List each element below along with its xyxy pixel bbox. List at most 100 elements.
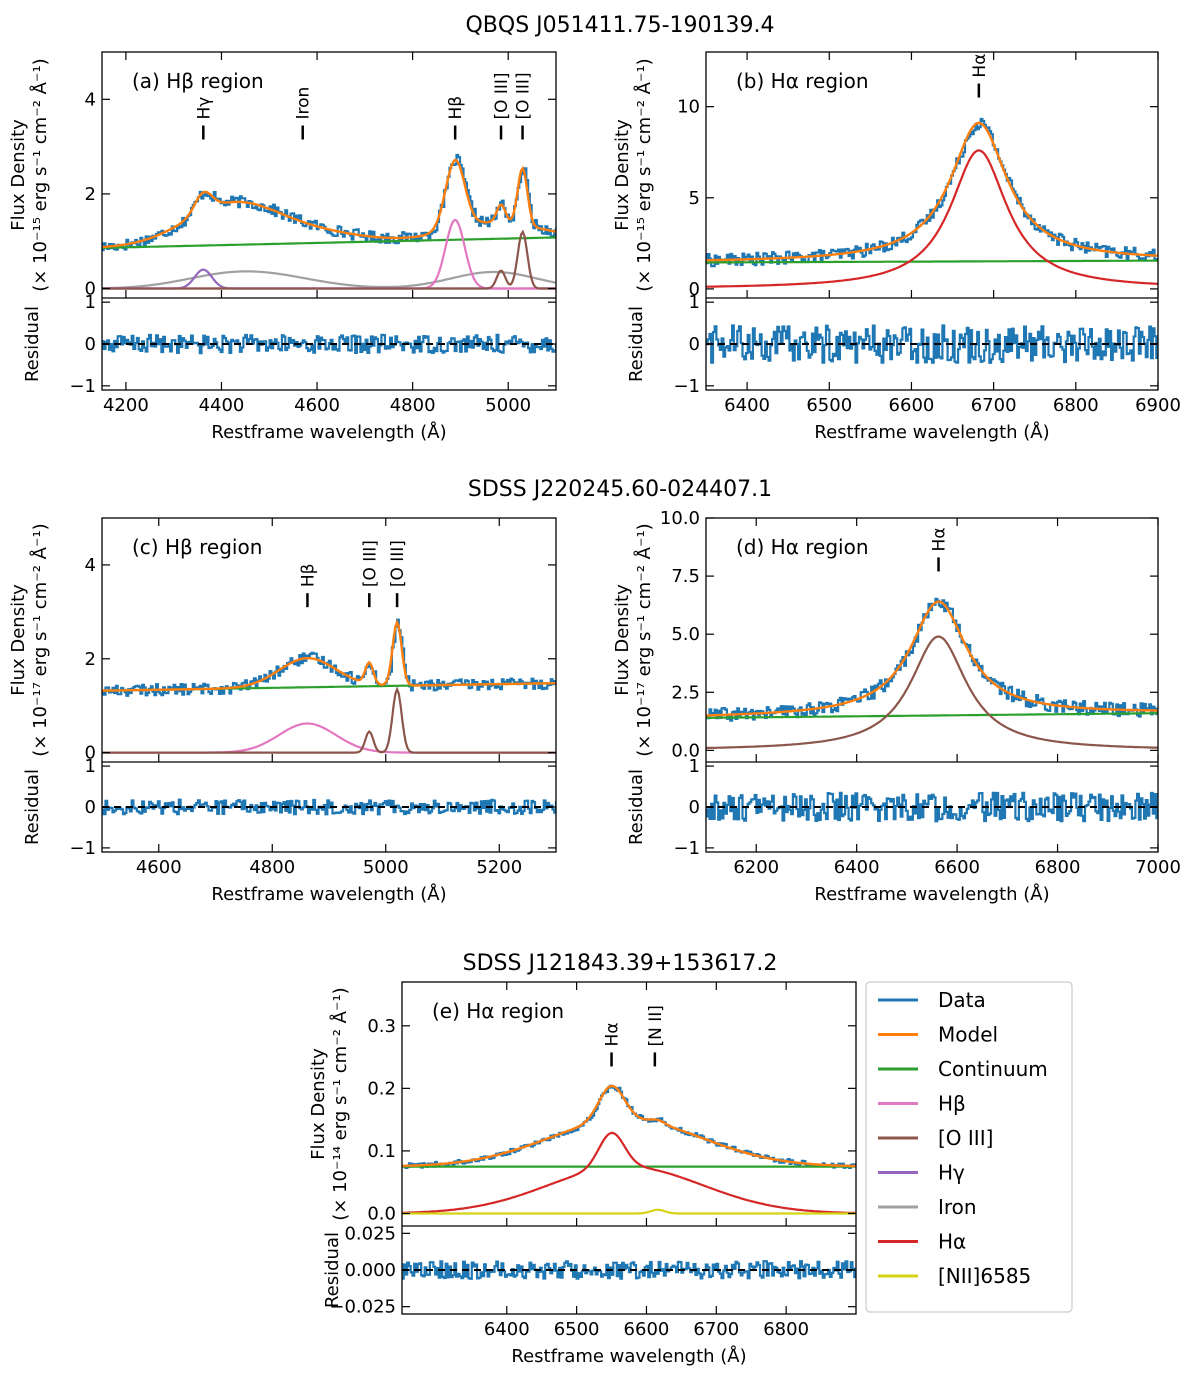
ytick-label: 10 — [677, 97, 700, 118]
y-axis-label-line1: Flux Density — [308, 1048, 329, 1160]
y-axis-label-line1: Flux Density — [612, 584, 633, 696]
ytick-label: 0 — [85, 743, 96, 764]
xtick-label: 6800 — [1053, 395, 1099, 416]
xtick-label: 6400 — [834, 857, 880, 878]
ytick-label: 5.0 — [671, 624, 700, 645]
ytick-label: 4 — [85, 89, 96, 110]
residual-axis-label: Residual — [322, 1232, 343, 1308]
series-model — [706, 121, 1158, 262]
legend-label: [NII]6585 — [938, 1264, 1031, 1288]
residual-ytick-label: −1 — [69, 376, 96, 397]
y-axis-label-line2: (× 10⁻¹⁵ erg s⁻¹ cm⁻² Å⁻¹) — [29, 58, 51, 291]
series-residual — [102, 333, 556, 355]
residual-ytick-label: −1 — [673, 376, 700, 397]
residual-axis-label: Residual — [626, 306, 647, 382]
ytick-label: 2 — [85, 649, 96, 670]
residual-ytick-label: 0.000 — [344, 1260, 396, 1281]
xtick-label: 6200 — [733, 857, 779, 878]
series-continuum — [706, 259, 1158, 264]
series-model — [402, 1084, 856, 1168]
xtick-label: 6700 — [971, 395, 1017, 416]
residual-plot-c — [102, 798, 556, 816]
xtick-label: 6800 — [763, 1319, 809, 1340]
panel-label: (e) Hα region — [432, 999, 564, 1023]
axes-frame — [401, 981, 857, 1315]
legend-label: Model — [938, 1023, 998, 1047]
series-data — [102, 618, 556, 697]
legend-label: Hβ — [938, 1092, 966, 1116]
ytick-label: 2.5 — [671, 682, 700, 703]
line-marker-label: Hα — [930, 527, 950, 551]
legend-box — [865, 981, 1073, 1313]
main-plot-a — [102, 153, 556, 290]
xtick-label: 6900 — [1135, 395, 1181, 416]
series-model — [102, 158, 556, 249]
legend-label: Continuum — [938, 1057, 1048, 1081]
ytick-label: 4 — [85, 555, 96, 576]
xtick-label: 4600 — [294, 395, 340, 416]
xtick-label: 6400 — [484, 1319, 530, 1340]
residual-plot-d — [706, 791, 1158, 823]
panel-label: (b) Hα region — [736, 69, 869, 93]
object-title-3: SDSS J121843.39+153617.2 — [463, 951, 778, 976]
legend-label: Hγ — [938, 1161, 965, 1185]
residual-ytick-label: 0.025 — [344, 1223, 396, 1244]
residual-ytick-label: 0 — [689, 797, 700, 818]
series-data — [102, 153, 556, 252]
residual-axis-label: Residual — [626, 769, 647, 845]
ytick-label: 2 — [85, 184, 96, 205]
residual-ytick-label: 1 — [85, 756, 96, 777]
legend: Data Model Continuum Hβ [O III] Hγ Iron Hα [NII]… — [865, 981, 1073, 1313]
line-marker-label: Iron — [294, 87, 314, 120]
xtick-label: 5200 — [476, 857, 522, 878]
series--o-iii- — [102, 686, 556, 754]
xtick-label: 7000 — [1135, 857, 1181, 878]
residual-ytick-label: 1 — [689, 292, 700, 313]
line-marker-label: [N II] — [646, 1005, 666, 1046]
ytick-label: 0.0 — [671, 740, 700, 761]
legend-label: Iron — [938, 1195, 977, 1219]
xtick-label: 4200 — [103, 395, 149, 416]
xtick-label: 6600 — [934, 857, 980, 878]
series-continuum — [102, 236, 556, 249]
residual-ytick-label: 0 — [85, 797, 96, 818]
series-h- — [102, 722, 556, 754]
y-axis-label-line2: (× 10⁻¹⁷ erg s⁻¹ cm⁻² Å⁻¹) — [29, 523, 51, 756]
xtick-label: 4800 — [249, 857, 295, 878]
main-plot-e — [402, 1084, 856, 1215]
main-plot-c — [102, 618, 556, 754]
y-axis-label-line2: (× 10⁻¹⁵ erg s⁻¹ cm⁻² Å⁻¹) — [633, 58, 655, 291]
line-marker-label: [O III] — [360, 540, 380, 587]
y-axis-label-line2: (× 10⁻¹⁷ erg s⁻¹ cm⁻² Å⁻¹) — [633, 523, 655, 756]
y-axis-label-line1: Flux Density — [8, 119, 29, 231]
residual-ytick-label: 1 — [85, 292, 96, 313]
x-axis-label: Restframe wavelength (Å) — [211, 883, 446, 905]
ytick-label: 0.0 — [367, 1203, 396, 1224]
series-data — [706, 597, 1158, 722]
line-marker-label: [O III] — [492, 72, 512, 119]
axes-frame — [705, 51, 1159, 391]
residual-axis-label: Residual — [22, 769, 43, 845]
xtick-label: 6500 — [554, 1319, 600, 1340]
xtick-label: 6500 — [806, 395, 852, 416]
object-title-2: SDSS J220245.60-024407.1 — [468, 477, 772, 502]
xtick-label: 6600 — [889, 395, 935, 416]
series-h- — [402, 1131, 856, 1215]
residual-ytick-label: 0 — [85, 334, 96, 355]
xtick-label: 4600 — [136, 857, 182, 878]
legend-label: Data — [938, 988, 986, 1012]
xtick-label: 6600 — [624, 1319, 670, 1340]
x-axis-label: Restframe wavelength (Å) — [511, 1345, 746, 1367]
series--nii-6585 — [402, 1208, 856, 1215]
ytick-label: 0 — [85, 279, 96, 300]
xtick-label: 4400 — [199, 395, 245, 416]
series-h- — [706, 635, 1158, 750]
main-plot-b — [706, 117, 1158, 288]
y-axis-label-line1: Flux Density — [612, 119, 633, 231]
ytick-label: 0.2 — [367, 1078, 396, 1099]
residual-plot-e — [402, 1260, 856, 1280]
